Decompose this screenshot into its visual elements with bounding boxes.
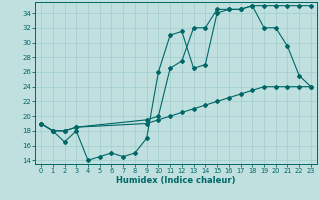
X-axis label: Humidex (Indice chaleur): Humidex (Indice chaleur) bbox=[116, 176, 236, 185]
